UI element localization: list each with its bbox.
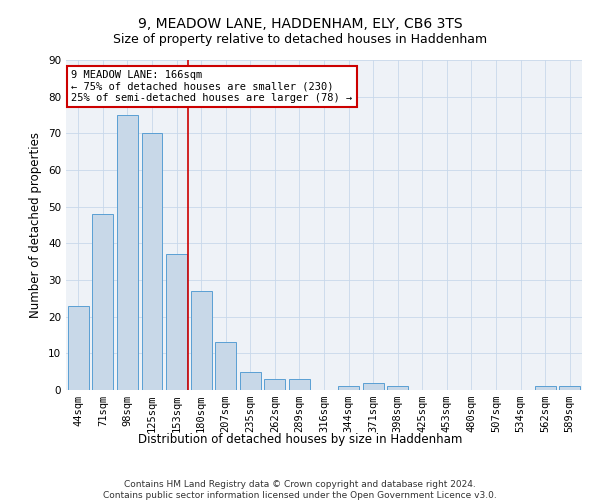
Bar (289, 379, 310, 390)
Bar (338, 386, 359, 390)
Bar (387, 386, 408, 390)
Bar (166, 254, 187, 390)
Bar (68, 306, 89, 390)
Bar (142, 134, 163, 390)
Bar (362, 382, 383, 390)
Bar (265, 379, 286, 390)
Text: Size of property relative to detached houses in Haddenham: Size of property relative to detached ho… (113, 32, 487, 46)
Bar (240, 372, 261, 390)
Text: 9 MEADOW LANE: 166sqm
← 75% of detached houses are smaller (230)
25% of semi-det: 9 MEADOW LANE: 166sqm ← 75% of detached … (71, 70, 352, 103)
Bar (215, 342, 236, 390)
Text: Distribution of detached houses by size in Haddenham: Distribution of detached houses by size … (138, 432, 462, 446)
Text: Contains HM Land Registry data © Crown copyright and database right 2024.: Contains HM Land Registry data © Crown c… (124, 480, 476, 489)
Y-axis label: Number of detached properties: Number of detached properties (29, 132, 43, 318)
Bar (117, 115, 138, 390)
Text: 9, MEADOW LANE, HADDENHAM, ELY, CB6 3TS: 9, MEADOW LANE, HADDENHAM, ELY, CB6 3TS (137, 18, 463, 32)
Bar (559, 386, 580, 390)
Text: Contains public sector information licensed under the Open Government Licence v3: Contains public sector information licen… (103, 491, 497, 500)
Bar (191, 291, 212, 390)
Bar (92, 214, 113, 390)
Bar (535, 386, 556, 390)
